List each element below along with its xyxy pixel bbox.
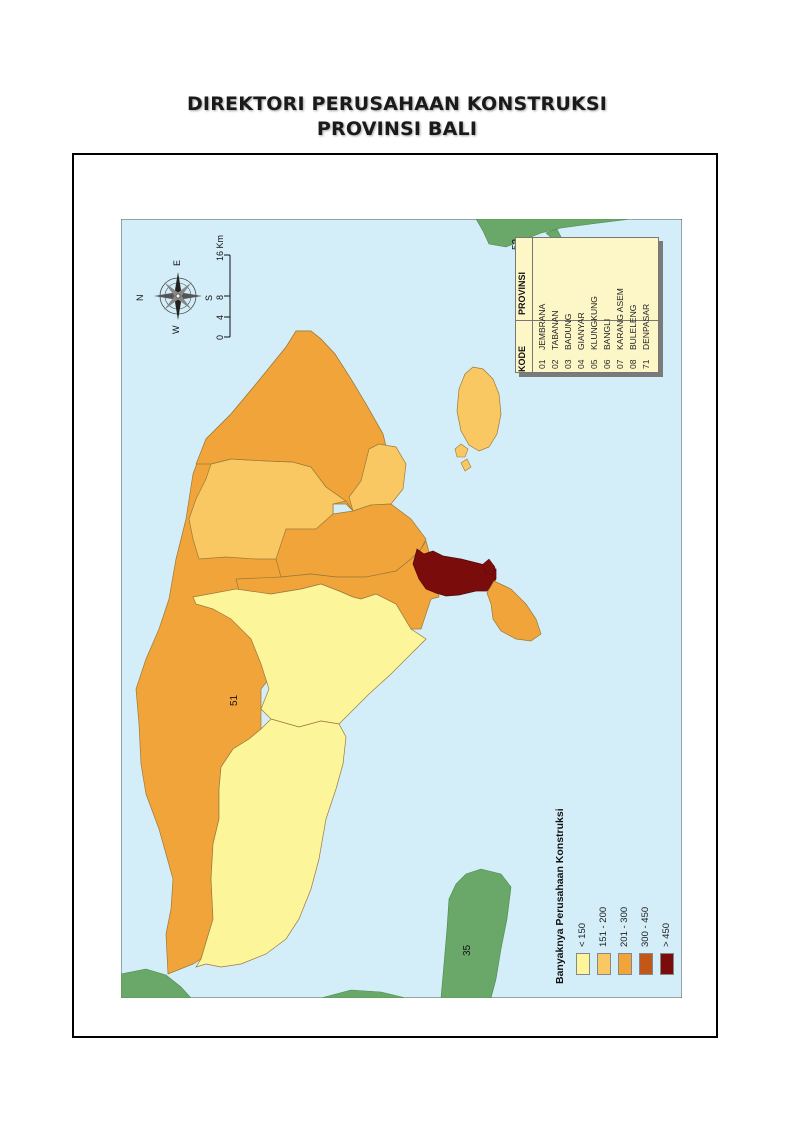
compass-e: E [172, 259, 182, 266]
region-jembrana [195, 718, 347, 968]
legend-swatch-300-450 [639, 953, 653, 975]
scale-4: 4 [215, 314, 225, 320]
code-row-4: 04 [576, 359, 586, 369]
codes-table-header [515, 237, 533, 373]
label-51: 51 [229, 694, 240, 706]
map-panel: 51 35 52 N E S W 0 4 8 16 Km KODE PROVIN… [121, 219, 682, 998]
code-row-3: 03 [563, 359, 573, 369]
region-tabanan [192, 583, 427, 728]
scale-0: 0 [215, 334, 225, 340]
region-denpasar [412, 548, 497, 597]
neighbor-east-java [440, 868, 512, 998]
name-row-3: BADUNG [563, 313, 573, 350]
region-nusa-penida [456, 366, 502, 452]
legend-label-lt150: < 150 [577, 922, 588, 947]
legend-swatch-gt450 [660, 953, 674, 975]
legend-title: Banyaknya Perusahaan Konstruksi [554, 808, 566, 984]
map-frame [72, 153, 718, 1038]
code-row-5: 05 [589, 359, 599, 369]
code-row-1: 01 [537, 359, 547, 369]
neighbor-bottom-strip [320, 989, 407, 998]
codes-table-body [515, 237, 659, 373]
compass-w: W [171, 325, 181, 335]
name-row-1: JEMBRANA [537, 303, 547, 350]
legend-swatch-151-200 [597, 953, 611, 975]
scale-16: 16 Km [215, 234, 225, 261]
region-nusa-ceningan [460, 458, 472, 472]
name-row-2: TABANAN [550, 310, 560, 350]
region-nusa-lembongan [454, 443, 469, 458]
compass-s: S [204, 294, 214, 301]
codes-table-divider [515, 320, 659, 321]
name-row-8: BULELENG [628, 304, 638, 350]
scale-bar [224, 254, 231, 338]
compass-n: N [135, 294, 145, 302]
code-row-9: 71 [641, 359, 651, 369]
scale-8: 8 [215, 294, 225, 300]
neighbor-east-java-corner [121, 968, 192, 998]
code-row-7: 07 [615, 359, 625, 369]
code-row-6: 06 [602, 359, 612, 369]
label-35: 35 [462, 944, 473, 956]
page-title-line2: PROVINSI BALI [316, 118, 478, 140]
table-header-code: KODE [517, 345, 527, 372]
region-denpasar-islet [482, 558, 496, 576]
code-row-8: 08 [628, 359, 638, 369]
page-title-line1: DIREKTORI PERUSAHAAN KONSTRUKSI [186, 93, 608, 115]
legend-label-151-200: 151 - 200 [598, 906, 609, 947]
name-row-6: BANGLI [602, 318, 612, 350]
name-row-9: DENPASAR [641, 303, 651, 350]
map-svg [121, 219, 682, 998]
legend-label-300-450: 300 - 450 [640, 906, 651, 947]
name-row-7: KARANG ASEM [615, 288, 625, 350]
name-row-5: KLUNGKUNG [589, 296, 599, 350]
legend-swatch-201-300 [618, 953, 632, 975]
legend-swatch-lt150 [576, 953, 590, 975]
region-karang-asem [195, 330, 390, 512]
region-bukit-peninsula [486, 580, 542, 642]
code-row-2: 02 [550, 359, 560, 369]
legend-label-201-300: 201 - 300 [619, 906, 630, 947]
codes-table [515, 237, 665, 377]
compass-icon [154, 272, 202, 320]
name-row-4: GIANYAR [576, 312, 586, 350]
table-header-name: PROVINSI [517, 271, 527, 315]
legend-label-gt450: > 450 [661, 922, 672, 947]
